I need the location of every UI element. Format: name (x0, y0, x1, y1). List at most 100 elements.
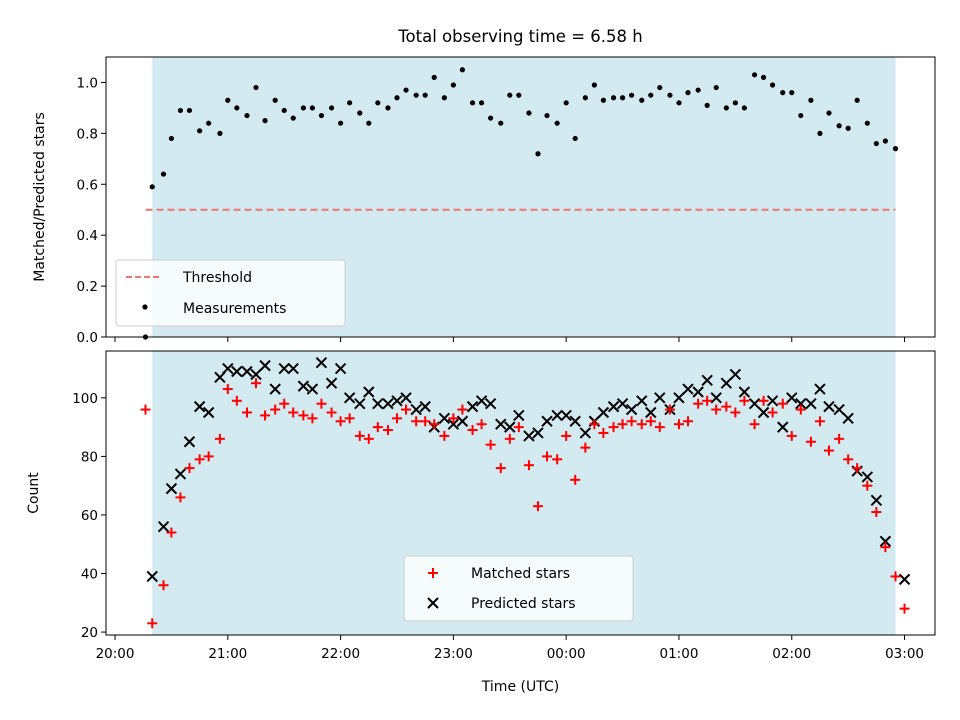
matched-star-point (682, 416, 693, 427)
predicted-star-point (569, 415, 581, 427)
predicted-star-point (372, 397, 384, 410)
predicted-star-point (438, 412, 451, 425)
y-tick-label: 0.0 (77, 330, 98, 346)
x-tick-label: 03:00 (885, 646, 924, 662)
measurement-point (225, 97, 231, 103)
matched-star-point (288, 407, 299, 418)
chart-title: Total observing time = 6.58 h (397, 27, 642, 46)
matched-star-point (241, 407, 252, 418)
predicted-star-point (720, 377, 733, 389)
matched-star-point (532, 501, 543, 512)
predicted-star-point (297, 380, 310, 392)
matched-star-point (467, 425, 478, 436)
matched-star-point (880, 542, 891, 553)
matched-star-point (693, 398, 704, 409)
matched-star-point (636, 419, 647, 430)
measurement-point (836, 123, 842, 129)
matched-star-point (214, 433, 225, 444)
measurement-point (253, 84, 259, 91)
measurement-point (854, 97, 860, 103)
measurement-point (780, 90, 786, 96)
measurement-point (498, 120, 504, 126)
predicted-star-point (701, 374, 713, 386)
predicted-star-point (475, 395, 488, 407)
x-axis-label: Time (UTC) (481, 679, 559, 695)
predicted-star-point (400, 392, 412, 404)
count-panel: 20 40 60 80 100 20:00 21:00 22:00 23:00 00:00 01:… (26, 350, 936, 695)
predicted-star-point (410, 403, 422, 416)
count-plot-frame (105, 350, 936, 636)
measurement-point (160, 171, 167, 177)
matched-star-point (147, 618, 158, 629)
predicted-star-point (673, 392, 685, 404)
measurement-point (206, 120, 212, 126)
predicted-star-point (466, 400, 479, 413)
predicted-star-point (786, 392, 798, 404)
matched-star-point (504, 433, 515, 444)
measurement-point (328, 105, 335, 111)
matched-star-point (570, 474, 581, 485)
matched-star-point (805, 436, 816, 447)
measurement-point (168, 135, 175, 142)
x-tick-label: 23:00 (434, 646, 473, 662)
predicted-star-point (513, 409, 525, 422)
predicted-star-point (343, 392, 356, 404)
matched-star-point (834, 433, 845, 444)
measurement-point (845, 125, 851, 131)
ratio-y-ticks: 0.0 0.2 0.4 0.6 0.8 1.0 (77, 75, 106, 346)
predicted-star-point (616, 397, 629, 410)
measurement-point (667, 92, 673, 98)
matched-star-point (495, 463, 506, 474)
predicted-star-point (710, 392, 722, 404)
x-tick-label: 02:00 (772, 646, 811, 662)
matched-star-point (542, 451, 553, 462)
matched-star-point (513, 422, 524, 433)
legend-threshold-label: Threshold (182, 270, 252, 286)
measurement-point (441, 95, 447, 101)
measurement-point (600, 97, 607, 103)
matched-star-point (158, 580, 169, 591)
measurement-point (892, 146, 899, 152)
measurement-point (751, 72, 758, 78)
predicted-star-point (597, 406, 610, 419)
y-tick-label: 40 (81, 567, 98, 583)
measurement-point (217, 130, 223, 136)
count-legend: Matched stars Predicted stars (403, 555, 634, 622)
ratio-x-ticks (114, 337, 906, 342)
count-y-axis-label: Count (26, 472, 42, 514)
x-tick-label: 21:00 (208, 646, 247, 662)
matched-star-point (777, 398, 788, 409)
measurement-point (685, 90, 691, 96)
ratio-legend-box (115, 259, 346, 327)
measurement-point (459, 67, 466, 73)
count-y-ticks: 20 40 60 80 100 (72, 391, 106, 641)
matched-star-point (645, 416, 656, 427)
matched-star-point (316, 398, 327, 409)
count-legend-box (403, 555, 634, 622)
predicted-star-point (766, 395, 779, 407)
measurement-point (789, 90, 795, 96)
measurement-point (318, 112, 325, 119)
predicted-star-point (898, 573, 911, 586)
legend-matched-label: Matched stars (471, 566, 570, 582)
predicted-star-point (157, 520, 170, 533)
predicted-star-point (532, 427, 544, 439)
matched-star-point (758, 395, 769, 406)
measurement-point (262, 118, 268, 124)
predicted-star-point (222, 362, 234, 375)
predicted-star-point (354, 397, 366, 410)
matched-star-point (702, 395, 713, 406)
predicted-star-point (692, 386, 704, 398)
measurement-point (723, 105, 729, 111)
predicted-star-point (174, 468, 187, 480)
measurement-point (639, 97, 645, 103)
measurement-point (695, 87, 701, 93)
measurement-point (357, 110, 363, 116)
predicted-star-point (306, 383, 319, 395)
matched-star-point (749, 419, 760, 430)
y-tick-label: 80 (81, 449, 98, 465)
measurement-point (798, 112, 804, 119)
predicted-star-point (654, 392, 666, 404)
predicted-star-point (241, 365, 253, 378)
